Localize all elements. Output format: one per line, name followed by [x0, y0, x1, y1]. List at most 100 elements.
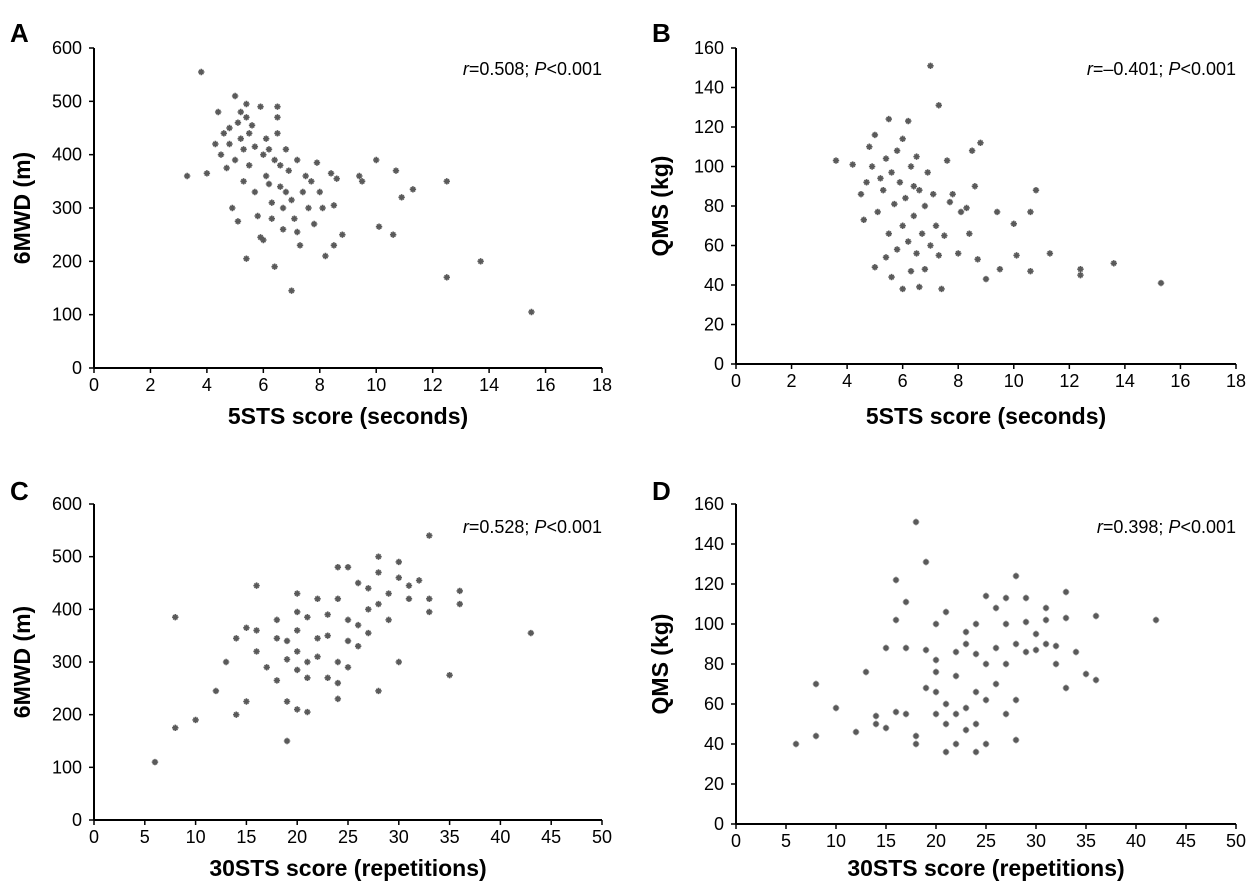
- panel-a-annotation-part: P: [534, 59, 546, 79]
- panel-d-data-point: [953, 741, 959, 747]
- panel-d-data-point: [873, 713, 879, 719]
- panel-a-data-point: [274, 130, 280, 136]
- panel-d-x-tick-label: 10: [826, 831, 846, 851]
- panel-c-data-point: [304, 709, 310, 715]
- panel-d-data-point: [973, 749, 979, 755]
- panel-a-y-tick-label: 100: [52, 305, 82, 325]
- panel-a-data-point: [212, 141, 218, 147]
- panel-d-annotation-part: =0.398;: [1103, 517, 1169, 537]
- panel-d-data-point: [963, 629, 969, 635]
- panel-b-data-point: [930, 191, 936, 197]
- panel-a-data-point: [271, 157, 277, 163]
- panel-c-data-point: [172, 725, 178, 731]
- panel-b-data-point: [905, 118, 911, 124]
- panel-c-data-point: [375, 601, 381, 607]
- panel-c-data-point: [324, 632, 330, 638]
- panel-d-data-point: [1053, 643, 1059, 649]
- panel-c-data-point: [345, 617, 351, 623]
- panel-b-data-point: [916, 187, 922, 193]
- panel-d-data-point: [1033, 647, 1039, 653]
- panel-b-data-point: [913, 153, 919, 159]
- panel-d-y-tick-label: 160: [694, 494, 724, 514]
- panel-b-data-point: [936, 102, 942, 108]
- panel-a-data-point: [331, 242, 337, 248]
- panel-c-y-tick-label: 500: [52, 547, 82, 567]
- panel-b-data-point: [886, 116, 892, 122]
- panel-c-data-point: [192, 717, 198, 723]
- panel-a-data-point: [235, 119, 241, 125]
- panel-b-data-point: [941, 232, 947, 238]
- panel-d-data-point: [1153, 617, 1159, 623]
- panel-b-data-point: [913, 250, 919, 256]
- panel-d-x-tick-label: 5: [781, 831, 791, 851]
- panel-d-data-point: [1003, 621, 1009, 627]
- panel-d-data-point: [943, 721, 949, 727]
- panel-b-y-tick-label: 20: [704, 315, 724, 335]
- panel-a-x-tick-label: 12: [423, 375, 443, 395]
- panel-d-data-point: [1043, 641, 1049, 647]
- panel-b-data-point: [1027, 209, 1033, 215]
- panel-b-x-tick-label: 6: [898, 371, 908, 391]
- panel-c-data-point: [375, 553, 381, 559]
- panel-a-data-point: [243, 101, 249, 107]
- panel-a-data-point: [398, 194, 404, 200]
- panel-d-data-point: [913, 519, 919, 525]
- panel-c-data-point: [253, 627, 259, 633]
- panel-b-x-tick-label: 18: [1226, 371, 1246, 391]
- panel-b-x-tick-label: 8: [953, 371, 963, 391]
- panel-b-data-point: [880, 187, 886, 193]
- panel-d-data-point: [973, 651, 979, 657]
- panel-b-x-axis-title: 5STS score (seconds): [866, 403, 1106, 429]
- panel-c-data-point: [274, 677, 280, 683]
- panel-a-data-point: [297, 242, 303, 248]
- panel-a-data-point: [328, 170, 334, 176]
- panel-a-data-point: [243, 114, 249, 120]
- panel-c-data-point: [314, 654, 320, 660]
- panel-d-data-point: [943, 609, 949, 615]
- panel-b-y-tick-label: 60: [704, 236, 724, 256]
- panel-a-data-point: [477, 258, 483, 264]
- panel-d-correlation-annotation: r=0.398; P<0.001: [1097, 517, 1236, 537]
- panel-b-data-point: [899, 286, 905, 292]
- panel-b-x-tick-label: 16: [1170, 371, 1190, 391]
- panel-c-data-point: [294, 706, 300, 712]
- panel-c-data-point: [355, 622, 361, 628]
- panel-d-data-point: [1013, 737, 1019, 743]
- panel-c-y-axis-title: 6MWD (m): [9, 606, 35, 718]
- panel-c-data-point: [375, 569, 381, 575]
- panel-b-data-point: [1027, 268, 1033, 274]
- panel-d-data-point: [853, 729, 859, 735]
- panel-b-data-point: [977, 140, 983, 146]
- panel-a-data-point: [339, 231, 345, 237]
- panel-d-data-point: [1033, 631, 1039, 637]
- panel-c-data-point: [294, 609, 300, 615]
- panel-b-data-point: [974, 256, 980, 262]
- panel-a-data-point: [322, 253, 328, 259]
- panel-b-x-tick-label: 12: [1059, 371, 1079, 391]
- panel-d-data-point: [1013, 641, 1019, 647]
- panel-b-data-point: [883, 155, 889, 161]
- panel-b-data-point: [944, 157, 950, 163]
- panel-b-x-tick-label: 10: [1004, 371, 1024, 391]
- panel-c-data-point: [528, 630, 534, 636]
- panel-b-data-point: [891, 201, 897, 207]
- panel-a-data-point: [243, 255, 249, 261]
- panel-d-data-point: [863, 669, 869, 675]
- panel-b-data-point: [899, 223, 905, 229]
- panel-a-y-tick-label: 500: [52, 91, 82, 111]
- panel-c-data-point: [314, 635, 320, 641]
- panel-c-annotation-part: <0.001: [546, 517, 602, 537]
- panel-c-data-point: [284, 638, 290, 644]
- panel-c-x-tick-label: 45: [541, 827, 561, 847]
- panel-a-data-point: [266, 181, 272, 187]
- panel-c-data-point: [396, 575, 402, 581]
- panel-c-data-point: [223, 659, 229, 665]
- panel-d-y-tick-label: 140: [694, 534, 724, 554]
- panel-c-data-point: [233, 635, 239, 641]
- panel-c-letter: C: [10, 476, 29, 506]
- panel-d-data-point: [813, 681, 819, 687]
- panel-d-data-point: [1053, 661, 1059, 667]
- panel-d-data-point: [923, 685, 929, 691]
- panel-c-x-tick-label: 25: [338, 827, 358, 847]
- panel-a-data-point: [317, 189, 323, 195]
